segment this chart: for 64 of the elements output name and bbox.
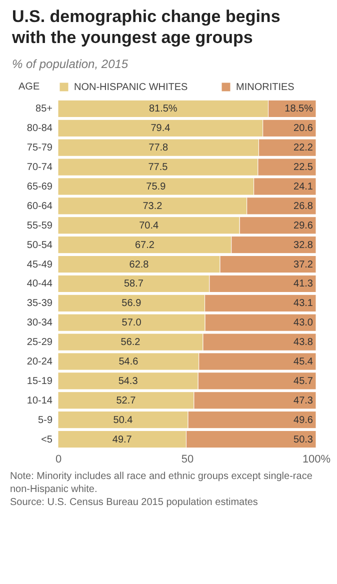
y-tick-label: 5-9 xyxy=(38,414,53,426)
data-label: 70.4 xyxy=(139,220,159,232)
text: Note: Minority includes all race and ethnic groups except single-race non-Hispanic white. xyxy=(10,470,314,496)
y-tick-label: 45-49 xyxy=(26,259,53,270)
data-label: 22.2 xyxy=(294,142,314,154)
data-label: 47.3 xyxy=(294,395,314,406)
data-label: 43.1 xyxy=(294,298,314,310)
data-label: 77.5 xyxy=(148,162,168,174)
data-label: 45.4 xyxy=(294,356,314,368)
y-tick-label: 80-84 xyxy=(26,123,53,134)
data-label: 57.0 xyxy=(122,318,142,329)
data-label: 49.6 xyxy=(294,414,314,426)
data-label: 50.3 xyxy=(294,434,314,446)
y-tick-label: 65-69 xyxy=(26,182,53,192)
data-label: 29.6 xyxy=(294,220,314,232)
y-tick-label: 75-79 xyxy=(26,142,53,154)
data-label: 45.7 xyxy=(294,376,314,387)
y-tick-label: <5 xyxy=(41,434,53,446)
legend-label: NON-HISPANIC WHITES xyxy=(74,82,188,93)
data-label: 20.6 xyxy=(294,123,314,134)
y-tick-label: 20-24 xyxy=(26,356,53,368)
y-tick-label: 50-54 xyxy=(26,240,53,251)
data-label: 56.2 xyxy=(120,337,141,348)
chart-subtitle: % of population, 2015 xyxy=(12,57,128,71)
data-label: 32.8 xyxy=(294,240,314,251)
data-label: 37.2 xyxy=(294,259,314,270)
y-tick-label: 15-19 xyxy=(26,376,53,387)
y-tick-label: 30-34 xyxy=(26,318,53,329)
data-label: 24.1 xyxy=(294,182,314,192)
data-label: 50.4 xyxy=(113,414,134,426)
data-label: 79.4 xyxy=(150,123,171,134)
data-label: 49.7 xyxy=(112,434,132,446)
data-label: 56.9 xyxy=(122,298,142,310)
data-label: 41.3 xyxy=(294,278,314,290)
x-tick-label: 0 xyxy=(55,454,62,466)
y-tick-label: 10-14 xyxy=(26,395,53,406)
y-tick-label: 85+ xyxy=(36,104,53,115)
y-tick-label: 25-29 xyxy=(26,337,53,348)
data-label: 18.5% xyxy=(284,104,314,115)
x-tick-label: 100% xyxy=(302,454,331,466)
data-label: 75.9 xyxy=(146,182,166,192)
data-label: 62.8 xyxy=(129,259,150,270)
data-label: 58.7 xyxy=(124,278,144,290)
y-tick-label: 35-39 xyxy=(26,298,53,310)
y-tick-label: 40-44 xyxy=(26,278,53,290)
data-label: 43.0 xyxy=(294,318,314,329)
data-label: 22.5 xyxy=(294,162,314,174)
x-tick-label: 50 xyxy=(181,454,194,466)
y-axis-title: AGE xyxy=(18,82,40,92)
source-note: Source: U.S. Census Bureau 2015 population estimates xyxy=(10,496,259,509)
data-label: 52.7 xyxy=(116,395,136,406)
data-label: 73.2 xyxy=(142,200,163,212)
data-label: 67.2 xyxy=(134,240,155,251)
data-label: 77.8 xyxy=(148,142,169,154)
data-label: 81.5% xyxy=(148,104,178,115)
y-tick-label: 55-59 xyxy=(26,220,53,232)
data-label: 26.8 xyxy=(294,200,314,212)
y-tick-label: 70-74 xyxy=(26,162,53,174)
y-tick-label: 60-64 xyxy=(26,200,53,212)
data-label: 54.3 xyxy=(118,376,138,387)
chart-title: U.S. demographic change begins with the youngest age groups xyxy=(11,7,280,47)
data-label: 54.6 xyxy=(118,356,139,368)
data-label: 43.8 xyxy=(294,337,314,348)
legend-label: MINORITIES xyxy=(236,82,295,93)
